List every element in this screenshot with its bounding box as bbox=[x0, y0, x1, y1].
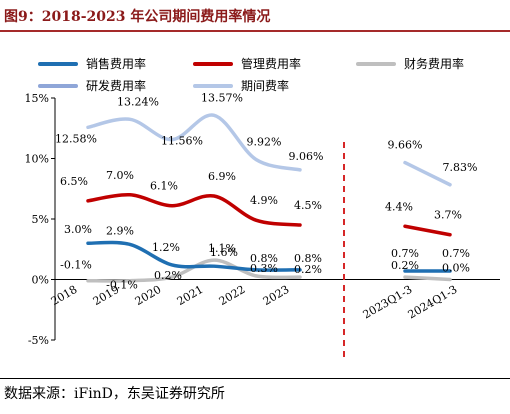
data-label: 4.5% bbox=[294, 199, 322, 212]
legend-label: 销售费用率 bbox=[86, 56, 146, 71]
data-label: 9.66% bbox=[388, 139, 423, 152]
data-label: 13.57% bbox=[201, 91, 243, 104]
x-tick-label: 2022 bbox=[217, 283, 248, 308]
x-tick-label: 2023 bbox=[261, 283, 292, 308]
data-label: 0.2% bbox=[391, 259, 419, 272]
data-label: 4.9% bbox=[250, 194, 278, 207]
data-label: 9.06% bbox=[289, 150, 324, 163]
x-tick-label: 2023Q1-3 bbox=[361, 283, 415, 322]
series-line-annual bbox=[86, 193, 302, 227]
data-label: 1.6% bbox=[210, 246, 238, 259]
figure-title: 图9：2018-2023 年公司期间费用率情况 bbox=[4, 9, 271, 25]
data-label: 3.7% bbox=[434, 209, 462, 222]
series-lines bbox=[86, 113, 452, 283]
data-label: 7.0% bbox=[106, 169, 134, 182]
data-label: 12.58% bbox=[55, 132, 97, 145]
data-label: 0.8% bbox=[250, 252, 278, 265]
data-labels: -0.1% -0.1% 0.2% 1.6% 0.3% 0.2% 0.2% 0.0% 12.58%… bbox=[55, 91, 477, 291]
data-label: 0.3% bbox=[250, 262, 278, 275]
y-tick-label: 15% bbox=[25, 92, 49, 105]
legend-label: 期间费率 bbox=[241, 78, 289, 93]
legend-label: 财务费用率 bbox=[404, 56, 464, 71]
data-label: 4.4% bbox=[385, 200, 413, 213]
source-note: 数据来源：iFinD，东吴证券研究所 bbox=[4, 386, 225, 402]
data-label: 1.2% bbox=[152, 241, 180, 254]
data-label: 0.2% bbox=[154, 269, 182, 282]
x-tick-label: 2021 bbox=[175, 283, 206, 308]
data-label: 0.2% bbox=[294, 263, 322, 276]
data-label: 0.7% bbox=[391, 247, 419, 260]
x-tick-label: 2024Q1-3 bbox=[406, 283, 460, 322]
data-label: 9.92% bbox=[247, 135, 282, 148]
series-line-period bbox=[403, 224, 452, 237]
series-line-annual bbox=[86, 113, 302, 172]
data-label: 2.9% bbox=[106, 224, 134, 237]
y-tick-label: -5% bbox=[28, 334, 49, 347]
data-label: 7.83% bbox=[443, 161, 478, 174]
legend-label: 管理费用率 bbox=[241, 56, 301, 71]
y-tick-label: 10% bbox=[25, 153, 49, 166]
data-label: 6.9% bbox=[208, 170, 236, 183]
data-label: 3.0% bbox=[64, 223, 92, 236]
series-line-period bbox=[403, 160, 452, 187]
series-line-annual bbox=[86, 240, 302, 272]
data-label: 0.7% bbox=[442, 247, 470, 260]
data-label: 11.56% bbox=[161, 135, 203, 148]
data-label: 6.5% bbox=[60, 175, 88, 188]
series-line-period bbox=[403, 275, 452, 282]
legend-label: 研发费用率 bbox=[86, 78, 146, 93]
data-label: 1.1% bbox=[208, 242, 236, 255]
data-label: 0.8% bbox=[294, 252, 322, 265]
title-rule bbox=[0, 30, 510, 32]
y-tick-label: 0% bbox=[32, 274, 49, 287]
data-label: 6.1% bbox=[150, 180, 178, 193]
bottom-rule bbox=[0, 378, 510, 379]
data-label: -0.1% bbox=[106, 279, 138, 292]
y-tick-label: 5% bbox=[32, 213, 49, 226]
data-label: -0.1% bbox=[60, 259, 92, 272]
x-tick-label: 2018 bbox=[49, 283, 80, 308]
data-label: 13.24% bbox=[117, 95, 159, 108]
data-label: 0.0% bbox=[442, 262, 470, 275]
